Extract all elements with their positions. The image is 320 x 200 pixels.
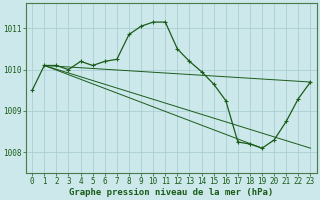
X-axis label: Graphe pression niveau de la mer (hPa): Graphe pression niveau de la mer (hPa) [69,188,274,197]
